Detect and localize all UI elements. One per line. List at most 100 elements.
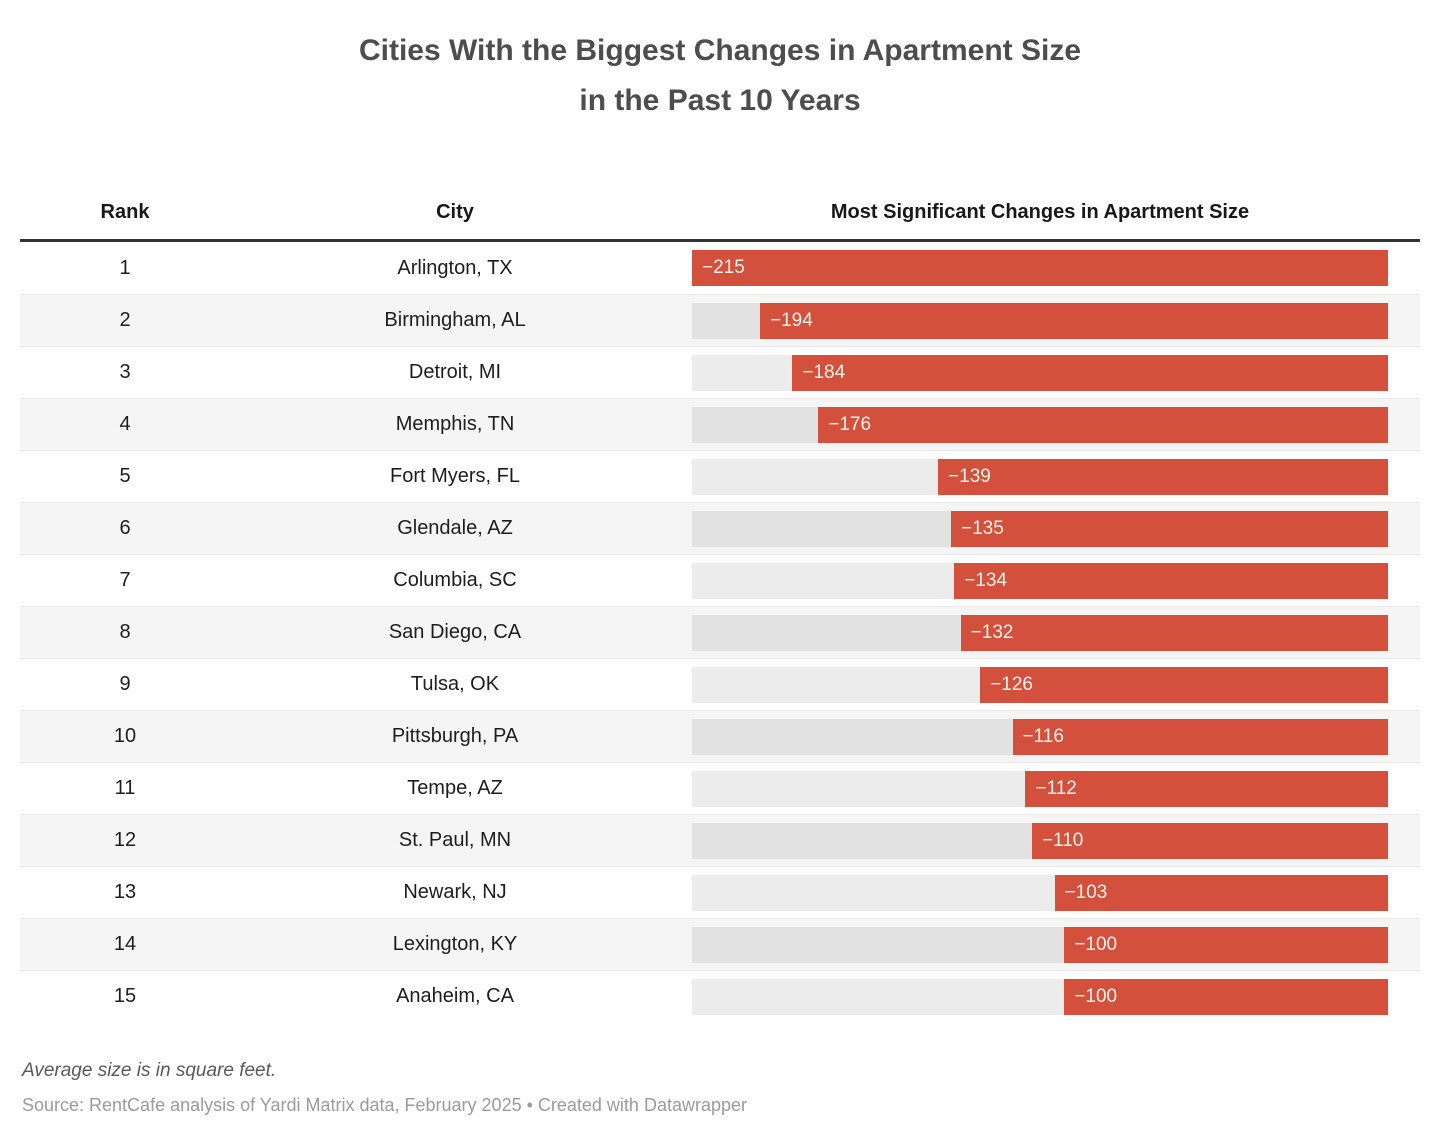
bar-cell: −135: [680, 503, 1420, 554]
bar: −134: [954, 562, 1388, 599]
city-cell: Arlington, TX: [397, 256, 513, 279]
rank-cell: 5: [119, 465, 131, 487]
table-row: 14 Lexington, KY −100: [20, 918, 1420, 970]
table-row: 10 Pittsburgh, PA −116: [20, 710, 1420, 762]
bar-value-label: −134: [964, 569, 1007, 591]
city-cell: Lexington, KY: [392, 933, 518, 955]
bar: −215: [692, 250, 1388, 286]
bar-cell: −112: [680, 763, 1420, 814]
bar-track: −215: [692, 250, 1388, 286]
bar: −184: [792, 354, 1388, 391]
city-cell: Glendale, AZ: [397, 517, 513, 539]
bar-track: −132: [692, 614, 1388, 651]
bar-value-label: −126: [990, 673, 1033, 695]
rank-cell: 6: [119, 517, 131, 539]
rank-cell: 10: [113, 725, 137, 747]
bar-cell: −194: [680, 295, 1420, 346]
bar-value-label: −194: [770, 309, 813, 331]
table-row: 2 Birmingham, AL −194: [20, 294, 1420, 346]
bar-value-label: −139: [948, 465, 991, 487]
bar-value-label: −116: [1022, 725, 1064, 747]
rank-cell: 4: [119, 413, 131, 435]
rank-cell: 13: [113, 881, 137, 903]
bar-cell: −134: [680, 555, 1420, 606]
bar-cell: −176: [680, 399, 1420, 450]
bar-cell: −184: [680, 347, 1420, 398]
bar-value-label: −132: [970, 621, 1014, 643]
chart-container: Cities With the Biggest Changes in Apart…: [20, 26, 1420, 1115]
city-cell: Newark, NJ: [403, 881, 507, 903]
chart-title-line2: in the Past 10 Years: [579, 84, 861, 117]
bar-cell: −139: [680, 451, 1420, 502]
bar-track: −126: [692, 666, 1388, 703]
table-row: 7 Columbia, SC −134: [20, 554, 1420, 606]
city-cell: Pittsburgh, PA: [391, 725, 519, 747]
city-cell: St. Paul, MN: [398, 829, 512, 851]
city-cell: Columbia, SC: [393, 569, 517, 591]
bar-value-label: −110: [1041, 829, 1084, 851]
bar-track: −100: [692, 978, 1388, 1015]
bar-cell: −100: [680, 971, 1420, 1022]
bar-track: −139: [692, 458, 1388, 495]
bar-cell: −100: [680, 919, 1420, 970]
bar-track: −194: [692, 302, 1388, 339]
footnote: Average size is in square feet.: [22, 1060, 277, 1081]
table-row: 13 Newark, NJ −103: [20, 866, 1420, 918]
bar-track: −110: [692, 822, 1388, 859]
bar: −100: [1064, 978, 1388, 1015]
rank-cell: 12: [113, 829, 137, 851]
table-row: 3 Detroit, MI −184: [20, 346, 1420, 398]
rank-cell: 9: [119, 673, 131, 695]
bar-cell: −116: [680, 711, 1420, 762]
city-cell: Tulsa, OK: [410, 673, 500, 695]
rank-cell: 2: [119, 309, 131, 331]
bar-value-label: −112: [1035, 777, 1077, 799]
bar-value-label: −100: [1074, 933, 1118, 955]
bar-value-label: −184: [802, 361, 846, 383]
bar-cell: −215: [680, 242, 1420, 294]
bar-track: −135: [692, 510, 1388, 547]
bar-track: −112: [692, 770, 1388, 807]
column-header-bar: Most Significant Changes in Apartment Si…: [830, 201, 1250, 223]
column-header-rank: Rank: [100, 201, 150, 223]
bar-value-label: −215: [702, 257, 745, 278]
bar-cell: −110: [680, 815, 1420, 866]
table-header-row: Rank City Most Significant Changes in Ap…: [20, 186, 1420, 242]
bar-value-label: −100: [1074, 985, 1118, 1007]
source-line: Source: RentCafe analysis of Yardi Matri…: [22, 1095, 747, 1115]
table-row: 4 Memphis, TN −176: [20, 398, 1420, 450]
rank-cell: 7: [119, 569, 131, 591]
table-row: 11 Tempe, AZ −112: [20, 762, 1420, 814]
chart-title: Cities With the Biggest Changes in Apart…: [20, 26, 1420, 126]
bar: −126: [980, 666, 1388, 703]
bar-track: −100: [692, 926, 1388, 963]
table-row: 12 St. Paul, MN −110: [20, 814, 1420, 866]
city-cell: Memphis, TN: [395, 413, 515, 435]
table-row: 6 Glendale, AZ −135: [20, 502, 1420, 554]
rank-cell: 1: [119, 256, 131, 279]
table-body: 1 Arlington, TX −215 2 Birmingham, AL −194 3 De…: [20, 242, 1420, 1022]
bar-cell: −103: [680, 867, 1420, 918]
column-header-city: City: [436, 201, 474, 223]
bar-value-label: −176: [828, 413, 872, 435]
city-cell: Tempe, AZ: [407, 777, 503, 799]
table-row: 8 San Diego, CA −132: [20, 606, 1420, 658]
bar-track: −116: [692, 718, 1388, 755]
bar-value-label: −103: [1064, 881, 1108, 903]
bar: −194: [760, 302, 1388, 339]
bar-track: −184: [692, 354, 1388, 391]
bar-track: −176: [692, 406, 1388, 443]
bar: −100: [1064, 926, 1388, 963]
bar-track: −103: [692, 874, 1388, 911]
city-cell: Birmingham, AL: [384, 309, 526, 331]
table-row: 5 Fort Myers, FL −139: [20, 450, 1420, 502]
table-row: 15 Anaheim, CA −100: [20, 970, 1420, 1022]
city-cell: Detroit, MI: [408, 361, 502, 383]
bar-value-label: −135: [960, 517, 1004, 539]
bar: −112: [1025, 770, 1388, 807]
city-cell: San Diego, CA: [388, 621, 522, 643]
table-row: 1 Arlington, TX −215: [20, 242, 1420, 294]
bar-cell: −132: [680, 607, 1420, 658]
bar-track: −134: [692, 562, 1388, 599]
rank-cell: 11: [114, 777, 136, 799]
